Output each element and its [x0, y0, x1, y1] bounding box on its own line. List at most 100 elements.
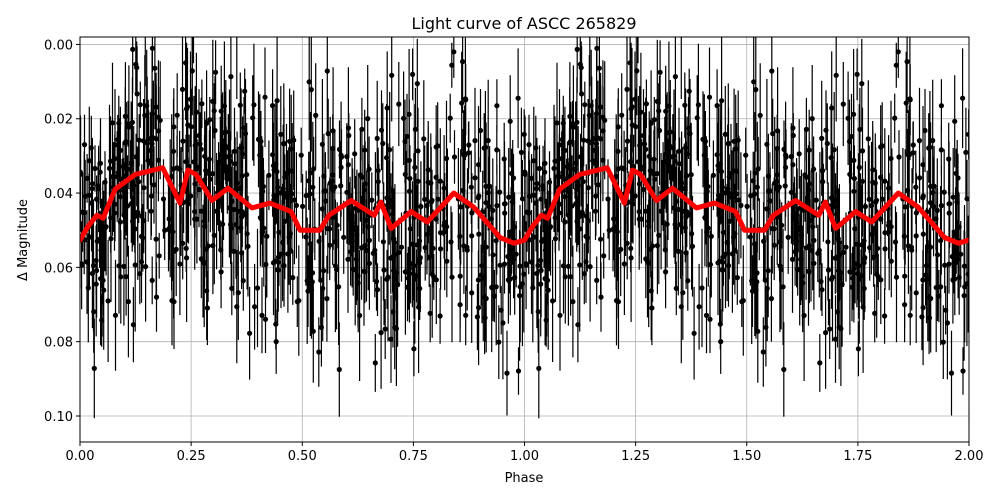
- data-point: [425, 167, 431, 173]
- data-point: [576, 214, 582, 220]
- data-point: [466, 142, 472, 148]
- data-point: [112, 142, 118, 148]
- data-point: [485, 190, 491, 196]
- data-point: [662, 247, 668, 253]
- data-point: [629, 104, 635, 110]
- data-point: [904, 59, 910, 65]
- data-point: [226, 173, 232, 179]
- data-point: [306, 178, 312, 184]
- data-point: [832, 204, 839, 210]
- data-point: [536, 165, 543, 172]
- data-point: [123, 166, 129, 172]
- y-tick-label: 0.00: [44, 38, 73, 53]
- data-point: [217, 159, 223, 165]
- data-point: [502, 201, 508, 207]
- data-point: [504, 370, 510, 376]
- data-point: [562, 219, 568, 225]
- data-point: [99, 317, 105, 323]
- data-point: [811, 237, 817, 243]
- data-point: [404, 284, 411, 290]
- data-point: [515, 368, 522, 374]
- data-point: [790, 132, 796, 139]
- data-point: [486, 204, 492, 210]
- data-point: [359, 126, 365, 132]
- data-point: [878, 216, 884, 222]
- data-point: [321, 268, 327, 274]
- data-point: [493, 238, 499, 244]
- data-point: [640, 186, 647, 193]
- data-point: [490, 207, 496, 213]
- data-point: [414, 242, 420, 248]
- data-point: [510, 199, 516, 205]
- data-point: [705, 183, 711, 190]
- data-point: [636, 209, 642, 215]
- data-point: [704, 229, 710, 235]
- data-point: [498, 307, 504, 313]
- data-point: [534, 186, 540, 192]
- data-point: [278, 131, 284, 137]
- data-point: [588, 103, 594, 109]
- data-point: [882, 313, 888, 319]
- data-point: [754, 184, 760, 190]
- data-point: [287, 247, 293, 253]
- data-point: [691, 330, 697, 336]
- data-point: [733, 191, 740, 197]
- data-point: [930, 190, 936, 196]
- data-point: [229, 285, 235, 291]
- data-point: [234, 304, 240, 310]
- data-point: [449, 62, 455, 68]
- data-point: [86, 192, 92, 198]
- data-point: [116, 147, 122, 153]
- data-point: [366, 260, 372, 266]
- data-point: [214, 208, 220, 214]
- data-point: [799, 273, 806, 279]
- data-point: [293, 202, 299, 208]
- data-point: [776, 184, 782, 190]
- data-point: [761, 238, 767, 244]
- data-point: [97, 169, 103, 175]
- data-point: [927, 144, 933, 150]
- data-point: [92, 165, 98, 172]
- data-point: [573, 160, 579, 166]
- data-point: [219, 151, 225, 157]
- data-point: [271, 192, 277, 199]
- data-point: [855, 346, 862, 352]
- data-point: [118, 274, 124, 280]
- data-point: [782, 183, 788, 189]
- data-point: [250, 115, 256, 121]
- data-point: [542, 247, 549, 253]
- data-point: [291, 197, 297, 203]
- data-point: [344, 189, 350, 195]
- data-point: [275, 259, 281, 265]
- data-point: [695, 102, 702, 108]
- data-point: [475, 162, 482, 168]
- data-point: [278, 190, 284, 196]
- data-point: [651, 156, 657, 162]
- data-point: [882, 246, 888, 252]
- data-point: [936, 293, 942, 299]
- data-point: [635, 159, 642, 165]
- data-point: [153, 104, 159, 110]
- data-point: [129, 119, 135, 125]
- data-point: [598, 294, 604, 300]
- data-point: [724, 239, 730, 246]
- data-point: [244, 231, 250, 237]
- data-point: [886, 229, 892, 235]
- data-point: [226, 205, 232, 211]
- data-point: [179, 86, 186, 92]
- data-point: [556, 142, 563, 148]
- chart-title: Light curve of ASCC 265829: [411, 14, 636, 33]
- data-point: [375, 168, 381, 174]
- data-point: [202, 153, 208, 159]
- data-point: [107, 158, 114, 164]
- data-point: [122, 173, 128, 179]
- data-point: [137, 271, 143, 277]
- data-point: [536, 365, 542, 371]
- data-point: [223, 154, 229, 160]
- data-point: [482, 144, 488, 150]
- data-point: [531, 192, 537, 198]
- data-point: [233, 222, 239, 228]
- data-point: [735, 137, 741, 143]
- data-point: [345, 162, 351, 168]
- data-point: [632, 96, 638, 102]
